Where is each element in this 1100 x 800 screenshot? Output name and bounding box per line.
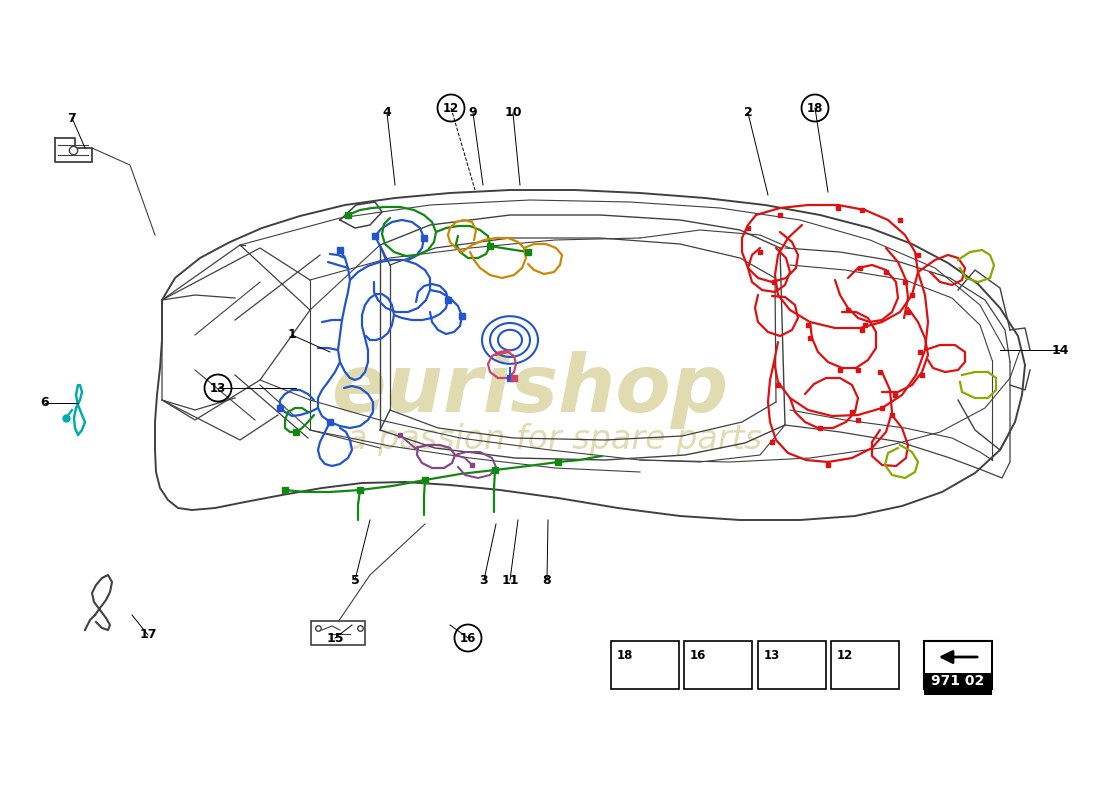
Text: 16: 16 — [460, 631, 476, 645]
Text: 13: 13 — [210, 382, 227, 394]
FancyBboxPatch shape — [758, 641, 826, 689]
FancyBboxPatch shape — [684, 641, 752, 689]
Text: eurishop: eurishop — [331, 351, 728, 429]
Text: 2: 2 — [744, 106, 752, 119]
Text: 6: 6 — [41, 397, 50, 410]
Text: 8: 8 — [542, 574, 551, 586]
FancyBboxPatch shape — [830, 641, 899, 689]
Text: 11: 11 — [502, 574, 519, 586]
Text: 12: 12 — [443, 102, 459, 114]
Text: 18: 18 — [806, 102, 823, 114]
FancyBboxPatch shape — [924, 641, 992, 689]
Text: 16: 16 — [690, 649, 706, 662]
Text: 5: 5 — [351, 574, 360, 586]
Text: 13: 13 — [764, 649, 780, 662]
Text: 17: 17 — [140, 629, 156, 642]
Text: 9: 9 — [469, 106, 477, 119]
Text: 971 02: 971 02 — [932, 674, 984, 688]
FancyBboxPatch shape — [924, 673, 992, 695]
Text: 18: 18 — [617, 649, 634, 662]
Text: 1: 1 — [287, 329, 296, 342]
Text: 7: 7 — [67, 111, 76, 125]
Text: 4: 4 — [383, 106, 392, 119]
Text: 12: 12 — [837, 649, 854, 662]
FancyBboxPatch shape — [311, 621, 365, 645]
Text: 14: 14 — [1052, 343, 1069, 357]
Text: a passion for spare parts: a passion for spare parts — [348, 423, 762, 457]
FancyBboxPatch shape — [610, 641, 679, 689]
Text: 3: 3 — [480, 574, 488, 586]
Text: 15: 15 — [327, 631, 343, 645]
Text: 10: 10 — [504, 106, 521, 119]
